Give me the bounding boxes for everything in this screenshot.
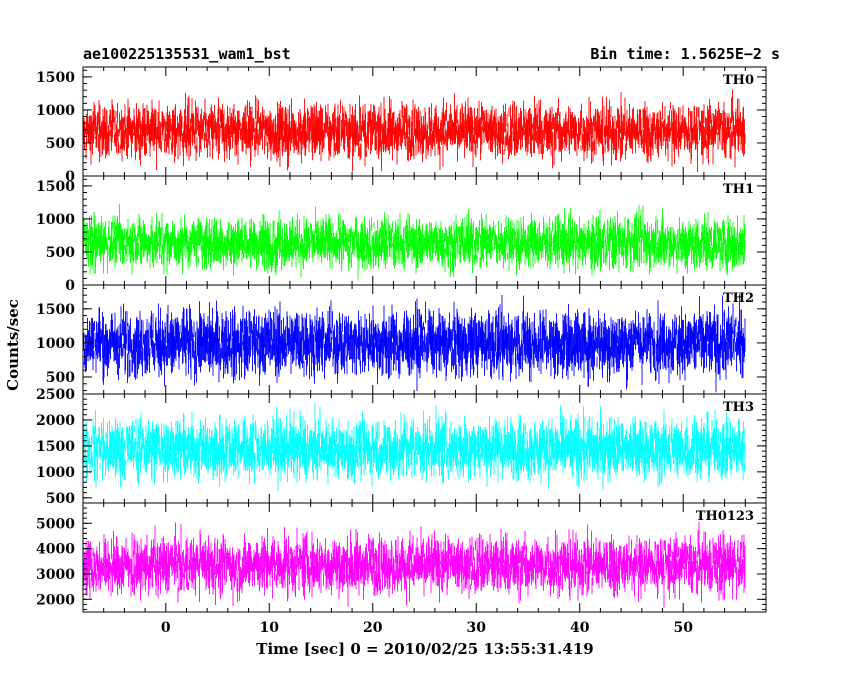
x-tick-label: 10 — [260, 620, 280, 636]
panel-th0123: 2000 3000 4000 5000 TH0123 — [36, 502, 767, 613]
y-tick-label: 0 — [65, 169, 75, 185]
x-tick-label: 40 — [570, 620, 590, 636]
panel-label-th3: TH3 — [723, 400, 754, 415]
x-tick-label: 50 — [673, 620, 693, 636]
x-axis-label: Time [sec] 0 = 2010/02/25 13:55:31.419 — [256, 640, 593, 658]
y-tick-label: 500 — [46, 370, 75, 386]
y-tick-label: 1000 — [36, 336, 75, 352]
panel-label-th0: TH0 — [723, 73, 754, 88]
panel-label-th2: TH2 — [723, 291, 754, 306]
series-line-th2 — [82, 293, 746, 393]
y-tick-label: 500 — [46, 491, 75, 507]
y-tick-label: 500 — [46, 136, 75, 152]
y-tick-label: 5000 — [36, 516, 75, 532]
bin-time-label: Bin time: 1.5625E−2 s — [590, 45, 780, 63]
y-axis-label: Counts/sec — [4, 299, 22, 391]
y-tick-label: 1000 — [36, 465, 75, 481]
y-tick-label: 4000 — [36, 542, 75, 558]
x-tick-label: 20 — [363, 620, 383, 636]
panel-th3: 500 1000 1500 2000 2500 TH3 — [36, 387, 767, 507]
y-tick-label: 0 — [65, 278, 75, 294]
series-line-th0123 — [82, 521, 746, 608]
x-tick-label: 30 — [467, 620, 487, 636]
y-tick-label: 1500 — [36, 179, 75, 195]
panel-th2: 500 1000 1500 TH2 — [36, 284, 767, 395]
series-line-th3 — [82, 403, 746, 491]
y-tick-label: 2000 — [36, 413, 75, 429]
panel-th0: 0 500 1000 1500 TH0 — [36, 66, 767, 185]
y-tick-label: 1000 — [36, 212, 75, 228]
y-tick-label: 1000 — [36, 103, 75, 119]
y-tick-label: 2000 — [36, 592, 75, 608]
chart-title: ae100225135531_wam1_bst — [83, 45, 291, 63]
panel-th1: 0 500 1000 1500 TH1 — [36, 175, 767, 294]
y-tick-label: 500 — [46, 245, 75, 261]
panel-label-th1: TH1 — [723, 182, 754, 197]
y-tick-label: 2500 — [36, 387, 75, 403]
y-tick-label: 1500 — [36, 439, 75, 455]
y-tick-label: 3000 — [36, 567, 75, 583]
series-line-th0 — [82, 89, 746, 173]
panel-label-th0123: TH0123 — [696, 509, 754, 524]
panel-frame — [82, 502, 767, 613]
x-tick-label: 0 — [161, 620, 171, 636]
series-line-th1 — [82, 204, 746, 280]
y-tick-label: 1500 — [36, 70, 75, 86]
y-tick-label: 1500 — [36, 302, 75, 318]
